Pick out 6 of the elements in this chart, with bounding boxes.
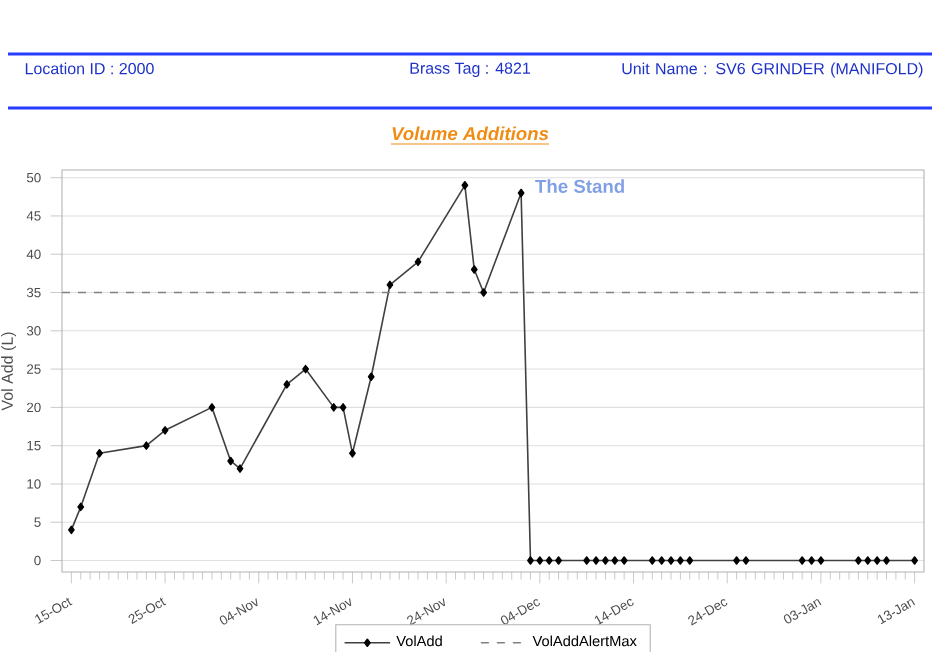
text: Location ID : 2000 — [25, 62, 154, 75]
text: Brass Tag : 4821 — [410, 62, 530, 78]
y-axis-title: Vol Add (L) — [1, 332, 17, 411]
chart-title: Volume Additions — [392, 126, 549, 141]
annotation: The Stand — [535, 179, 624, 193]
text: Unit Name : SV6 GRINDER (MANIFOLD) — [622, 62, 923, 78]
